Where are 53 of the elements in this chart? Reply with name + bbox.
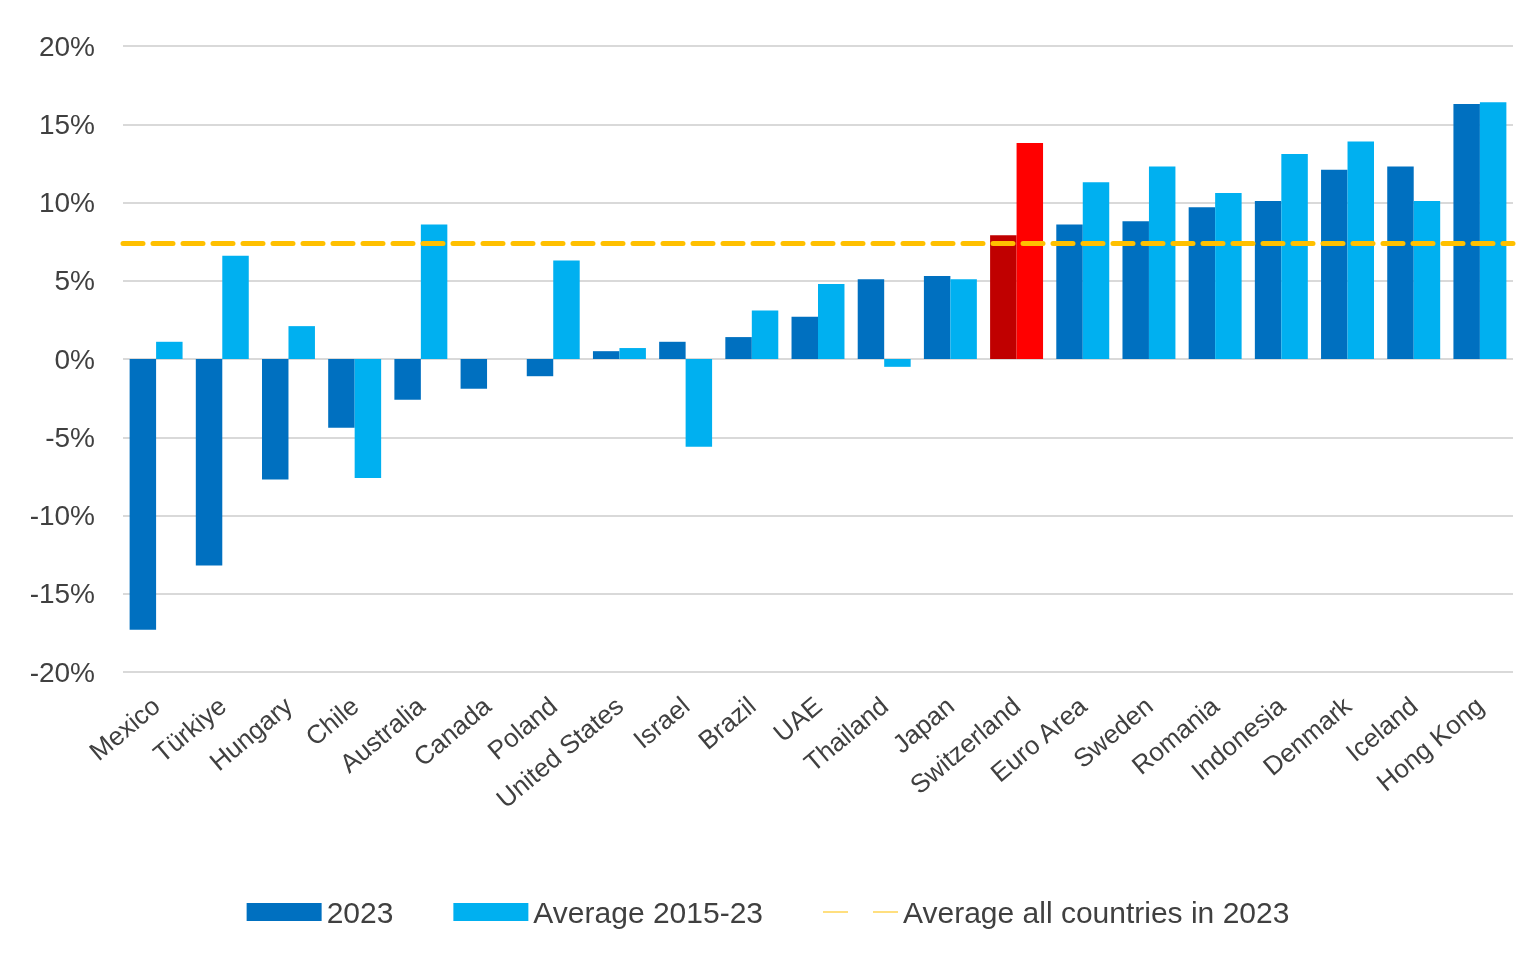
y-tick-label: 5%	[54, 265, 95, 297]
bar	[354, 359, 382, 478]
bar	[725, 337, 752, 359]
bar	[1082, 182, 1110, 359]
bar	[1016, 143, 1044, 359]
bar	[553, 260, 580, 359]
bar	[1254, 200, 1282, 359]
bar	[1347, 141, 1374, 359]
y-tick-label: -10%	[29, 500, 95, 531]
bar	[1387, 166, 1414, 359]
y-tick-label: -5%	[45, 421, 95, 453]
bar	[288, 326, 315, 359]
bar	[129, 359, 157, 630]
y-tick-label: 10%	[38, 187, 95, 218]
bar	[460, 359, 488, 389]
bar	[1453, 103, 1480, 359]
bar	[818, 283, 845, 359]
y-tick-label: 0%	[54, 343, 95, 375]
bar	[1122, 221, 1149, 359]
bar	[923, 276, 951, 359]
bar	[1148, 166, 1176, 359]
bar	[619, 348, 646, 359]
bar	[420, 224, 448, 359]
bar	[1188, 207, 1216, 359]
bar	[328, 359, 355, 428]
bar	[950, 279, 977, 359]
legend-label: 2023	[326, 895, 394, 929]
bar	[990, 235, 1017, 359]
bar	[751, 310, 779, 359]
y-tick-label: 15%	[38, 108, 95, 140]
bar	[1056, 224, 1083, 359]
bar	[685, 359, 713, 447]
bar	[195, 359, 223, 566]
y-tick-label: 20%	[38, 30, 95, 62]
bar	[857, 279, 885, 359]
legend-label: Average 2015-23	[533, 895, 764, 929]
bar	[394, 359, 421, 400]
y-tick-label: -20%	[29, 656, 95, 688]
bar	[791, 316, 818, 359]
bar	[1281, 153, 1308, 359]
bar	[156, 341, 183, 359]
bar	[1321, 169, 1348, 359]
bar	[1479, 102, 1507, 359]
bar	[659, 341, 686, 359]
bar	[1413, 200, 1441, 359]
bar	[526, 359, 554, 377]
legend-label: Average all countries in 2023	[903, 895, 1290, 929]
bar	[262, 359, 289, 480]
bar	[592, 351, 620, 359]
bar	[222, 255, 249, 359]
y-tick-label: -15%	[29, 578, 95, 610]
bar	[1215, 193, 1242, 359]
bar	[884, 359, 911, 367]
